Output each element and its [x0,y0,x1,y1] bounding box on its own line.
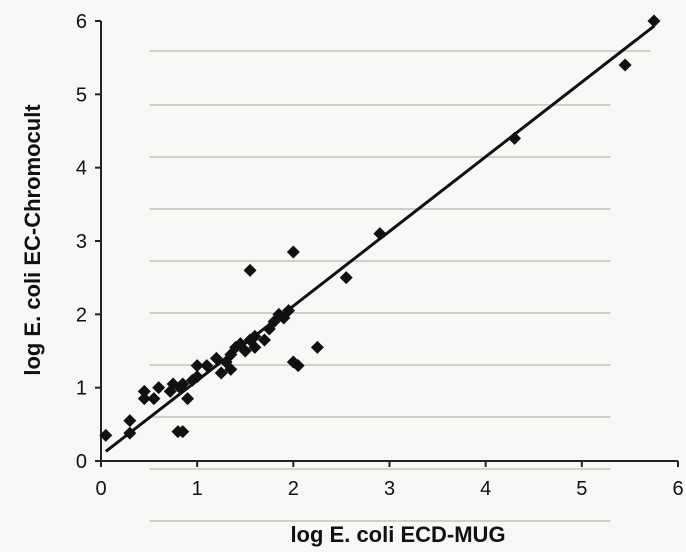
data-point [152,381,166,395]
y-tick-label: 4 [76,158,87,180]
data-point [508,131,522,145]
x-tick-label: 5 [576,478,587,500]
data-point [137,384,151,398]
x-tick-label: 3 [384,478,395,500]
data-point [286,355,300,369]
data-point [99,428,113,442]
data-point [123,426,137,440]
y-tick-label: 0 [76,451,87,473]
data-point [339,271,353,285]
data-point [181,392,195,406]
data-point [176,377,190,391]
data-point [209,351,223,365]
data-point [224,362,238,376]
y-axis-title: log E. coli EC-Chromocult [20,104,45,376]
x-tick-label: 2 [288,478,299,500]
data-point [282,304,296,318]
data-point [373,227,387,241]
data-point [200,359,214,373]
data-point [147,392,161,406]
data-point [137,392,151,406]
y-tick-label: 1 [76,378,87,400]
data-point [238,344,252,358]
data-point [248,340,262,354]
y-tick-label: 2 [76,304,87,326]
x-tick-label: 1 [192,478,203,500]
y-axis-ticks: 0 1 2 3 4 5 6 [76,11,101,473]
data-point [618,58,632,72]
y-tick-label: 3 [76,231,87,253]
data-point [190,359,204,373]
data-points [99,14,661,442]
x-tick-label: 0 [95,478,106,500]
data-point [243,263,257,277]
data-point [248,329,262,343]
y-tick-label: 5 [76,84,87,106]
data-point [123,414,137,428]
data-point [310,340,324,354]
data-point [214,366,228,380]
data-point [647,14,661,28]
y-tick-label: 6 [76,11,87,33]
x-tick-label: 6 [672,478,683,500]
x-tick-label: 4 [480,478,491,500]
data-point [257,333,271,347]
x-axis-title: log E. coli ECD-MUG [290,522,505,547]
data-point [286,245,300,259]
data-point [190,370,204,384]
x-axis-ticks: 0 1 2 3 4 5 6 [95,461,684,500]
data-point [176,425,190,439]
